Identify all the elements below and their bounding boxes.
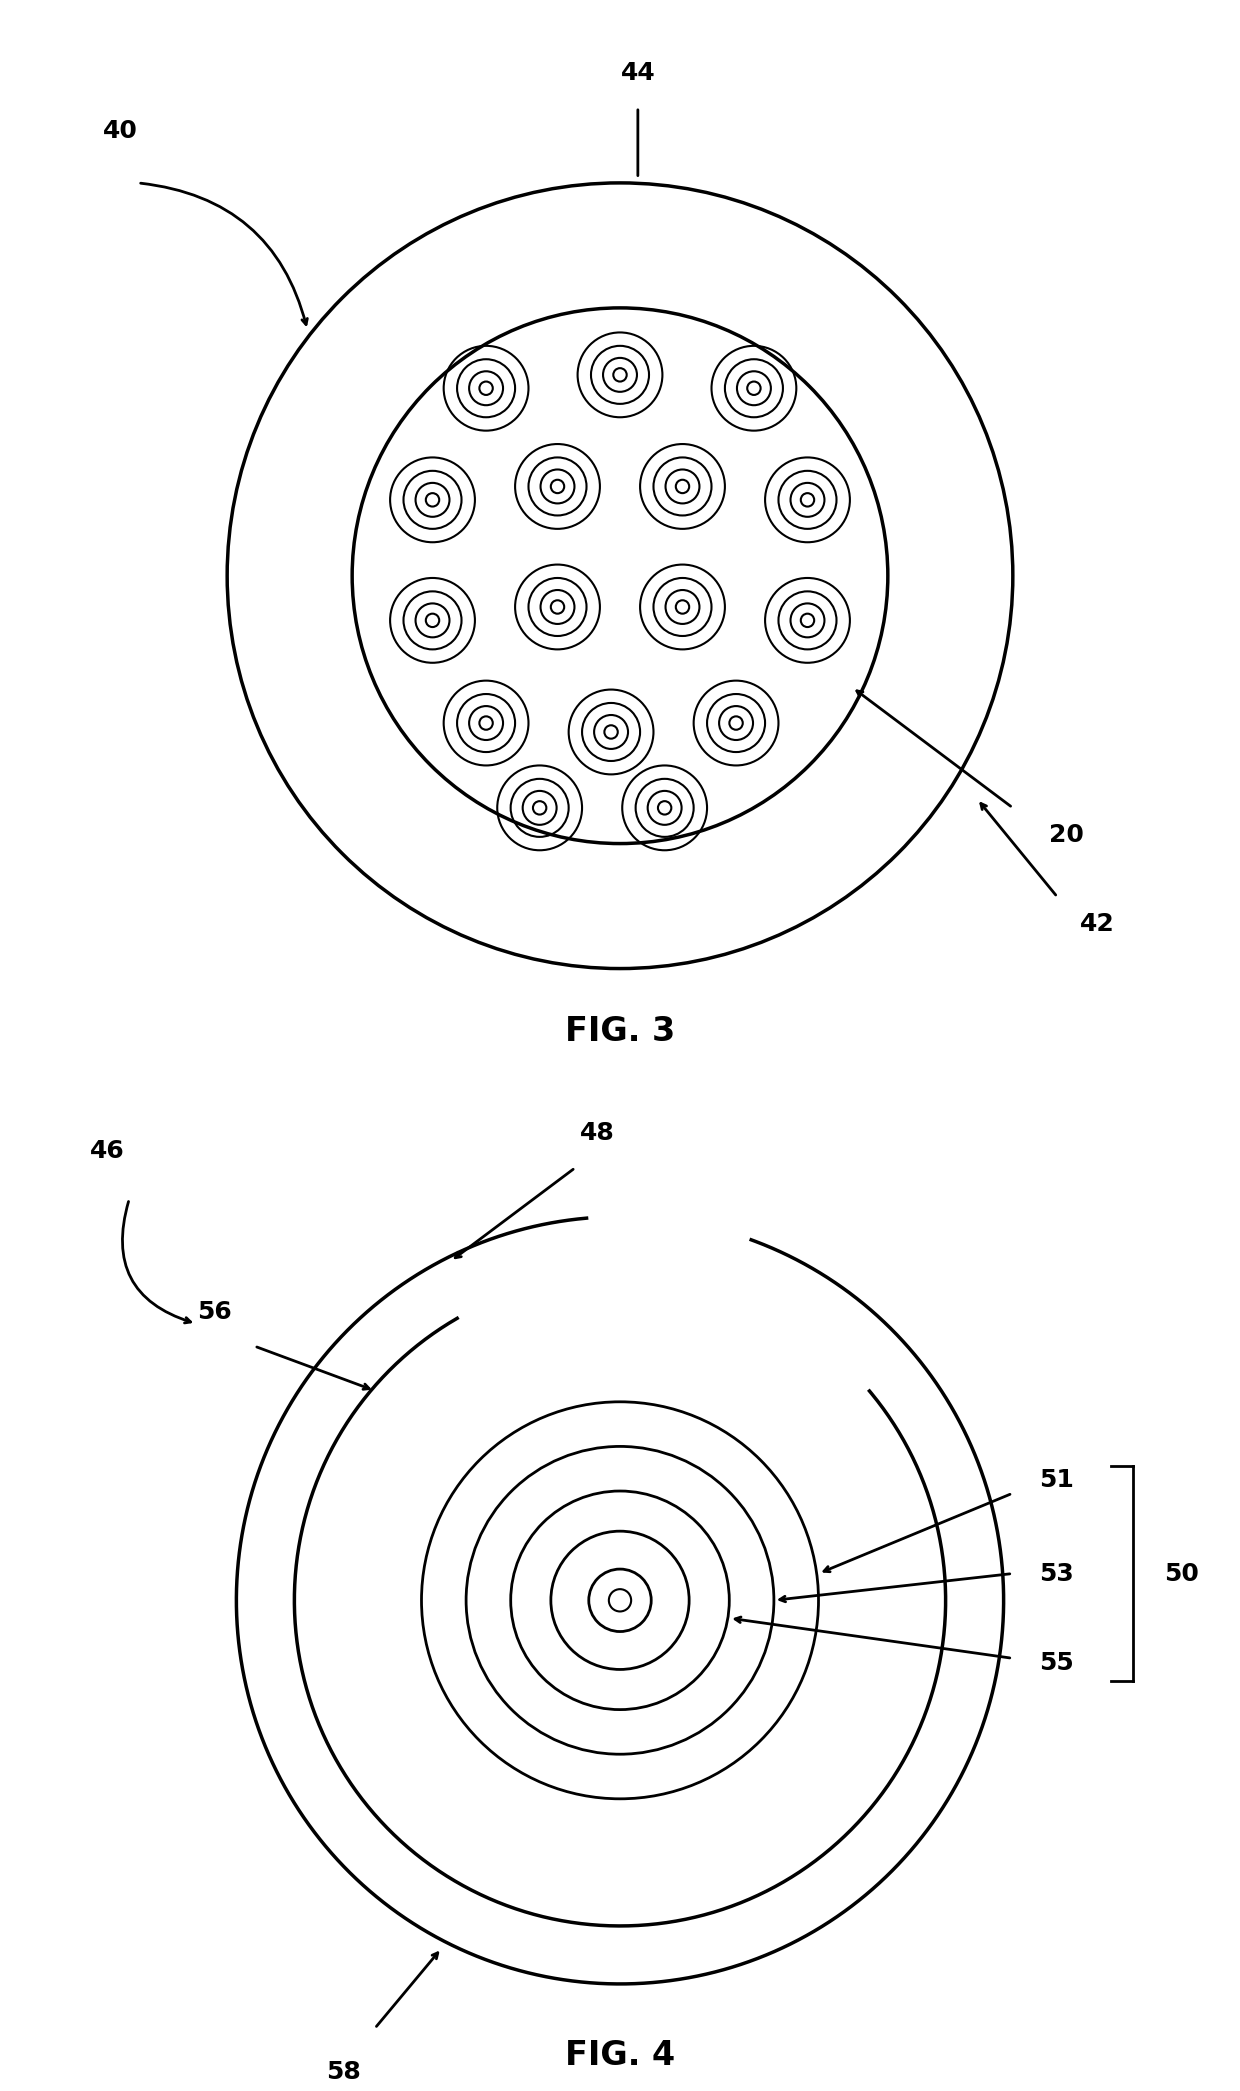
Text: 20: 20 <box>1049 822 1084 847</box>
Text: 42: 42 <box>1080 912 1115 937</box>
Text: 50: 50 <box>1164 1562 1199 1585</box>
Text: FIG. 3: FIG. 3 <box>565 1014 675 1048</box>
Text: 56: 56 <box>197 1301 232 1324</box>
Text: 48: 48 <box>580 1121 615 1146</box>
Text: FIG. 4: FIG. 4 <box>565 2039 675 2072</box>
Text: 51: 51 <box>1039 1468 1074 1491</box>
Text: 44: 44 <box>620 61 655 86</box>
Text: 53: 53 <box>1039 1562 1074 1585</box>
Text: 58: 58 <box>326 2060 361 2085</box>
Text: 55: 55 <box>1039 1650 1074 1675</box>
Text: 40: 40 <box>103 119 138 142</box>
Text: 46: 46 <box>89 1140 124 1163</box>
